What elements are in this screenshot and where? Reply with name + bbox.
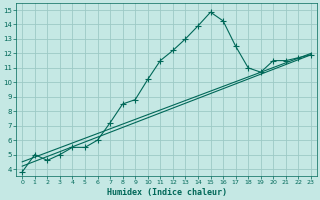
X-axis label: Humidex (Indice chaleur): Humidex (Indice chaleur) — [107, 188, 227, 197]
